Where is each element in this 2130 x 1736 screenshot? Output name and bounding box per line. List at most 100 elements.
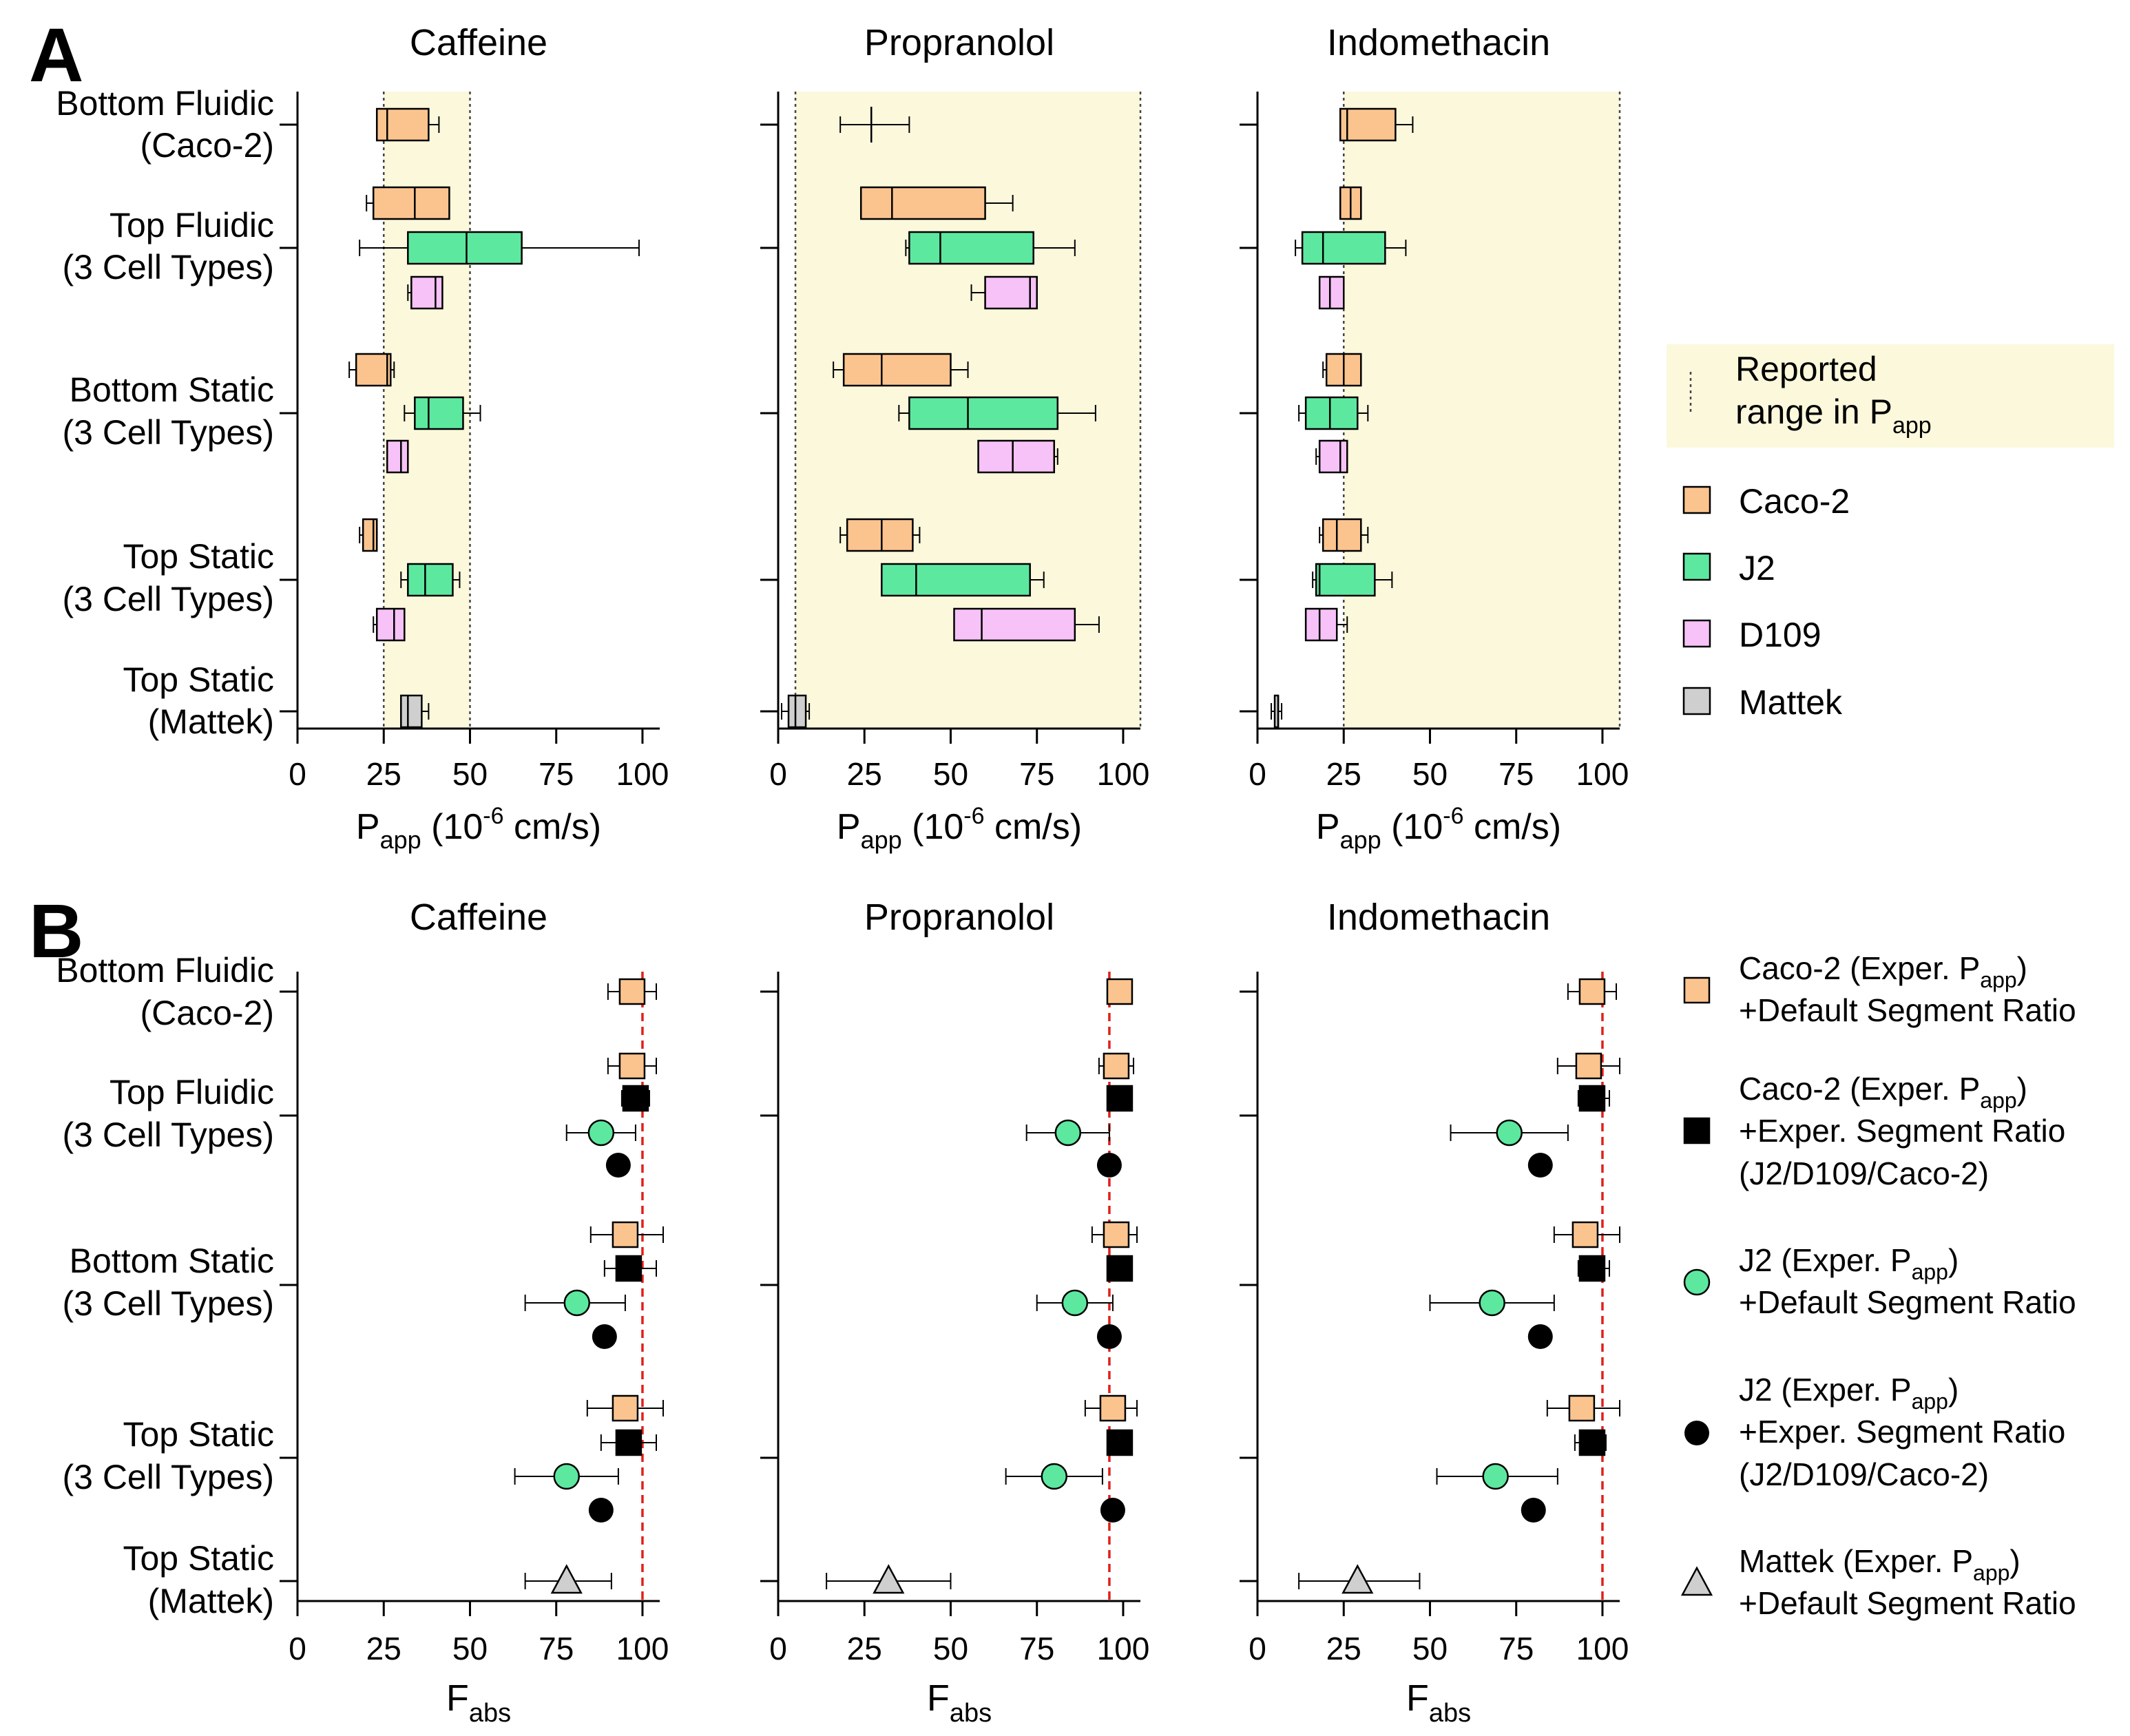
row-label-a: (3 Cell Types) <box>62 413 274 452</box>
marker-caco2-default <box>1578 978 1606 1005</box>
row-label-b: Top Static <box>123 1415 274 1454</box>
marker-j2-default <box>1041 1463 1068 1490</box>
point-caco2_exper <box>1577 1255 1610 1282</box>
axis-label-sub: abs <box>469 1699 511 1728</box>
point-caco2_default <box>1553 1221 1620 1248</box>
x-tick-label: 25 <box>1326 756 1361 792</box>
legend-b-sub: app <box>1973 1560 2009 1585</box>
legend-b-label-j2_exper: (J2/D109/Caco-2) <box>1739 1456 1989 1492</box>
marker-caco2-exper <box>1578 1429 1606 1456</box>
point-j2_exper <box>1527 1324 1553 1349</box>
box-caco2 <box>833 353 969 387</box>
point-caco2_default <box>607 978 657 1005</box>
legend-b-sub: app <box>1980 1088 2016 1113</box>
point-j2_exper <box>1096 1324 1122 1349</box>
row-label-a: Top Static <box>123 660 274 699</box>
legend-swatch-mattek <box>1682 687 1711 715</box>
point-j2_default <box>1005 1463 1103 1490</box>
box-iqr <box>386 439 409 474</box>
box-j2 <box>881 563 1045 597</box>
box-iqr <box>362 518 378 552</box>
marker-j2-exper <box>1527 1153 1553 1178</box>
box-d109 <box>1315 439 1348 474</box>
row-label-a: Bottom Fluidic <box>56 84 274 123</box>
point-mattek_default <box>1298 1564 1421 1594</box>
axis-label-sub: app <box>861 826 902 854</box>
x-tick-label: 0 <box>1249 1631 1266 1666</box>
marker-j2-exper <box>1100 1498 1125 1523</box>
row-label-b: (3 Cell Types) <box>62 1116 274 1154</box>
box-j2 <box>1298 396 1369 430</box>
legend-swatch-caco2 <box>1682 485 1711 514</box>
marker-j2-exper <box>605 1153 631 1178</box>
x-tick-label: 50 <box>1412 1631 1448 1666</box>
legend-swatch-j2 <box>1682 552 1711 581</box>
box-iqr <box>881 563 1031 597</box>
legend-range-sub: app <box>1892 412 1932 439</box>
point-caco2_default <box>607 1052 657 1080</box>
x-tick-label: 25 <box>847 756 882 792</box>
legend-b-sub: app <box>1912 1259 1948 1284</box>
box-iqr <box>1304 607 1338 642</box>
marker-j2-exper <box>1096 1324 1122 1349</box>
marker-caco2-exper <box>615 1255 643 1282</box>
marker-j2-default <box>1054 1119 1082 1147</box>
marker-j2-default <box>1496 1119 1523 1147</box>
marker-mattek-default <box>550 1564 583 1594</box>
plot-title: Indomethacin <box>1327 22 1550 63</box>
panel-a-plot-indomethacin: Indomethacin 0 25 50 75 100 Papp (10-6 cm/s) <box>1240 22 1629 854</box>
marker-j2-default <box>1683 1268 1711 1296</box>
marker-caco2-exper <box>615 1429 643 1456</box>
point-caco2_default <box>1567 978 1617 1005</box>
marker-j2-default <box>563 1289 591 1317</box>
legend-b-end: ) <box>2017 1071 2027 1107</box>
legend-b-label-j2_exper: J2 (Exper. Papp) <box>1739 1372 1959 1414</box>
point-caco2_exper <box>1106 1085 1134 1112</box>
box-iqr <box>859 186 986 220</box>
box-iqr <box>846 518 914 552</box>
legend-range-swatch-bg <box>1667 344 2114 448</box>
plot-title: Caffeine <box>410 22 547 63</box>
point-caco2_default <box>1098 1052 1134 1080</box>
box-iqr <box>953 607 1076 642</box>
x-tick-label: 50 <box>452 756 488 792</box>
x-tick-label: 50 <box>933 756 968 792</box>
legend-b-end: ) <box>1948 1372 1959 1408</box>
panel-b-label: B <box>29 889 83 974</box>
x-tick-label: 75 <box>1019 1631 1054 1666</box>
point-caco2_default <box>1091 1221 1138 1248</box>
marker-caco2-default <box>1568 1394 1596 1422</box>
marker-caco2-exper <box>1106 1429 1134 1456</box>
axis-label-main: F <box>1406 1677 1429 1719</box>
x-axis-label: Fabs <box>446 1677 511 1728</box>
marker-caco2-default <box>612 1221 639 1248</box>
x-tick-label: 50 <box>452 1631 488 1666</box>
x-tick-label: 50 <box>1412 756 1448 792</box>
axis-label-unit: cm/s) <box>985 807 1083 847</box>
panel-b-plot-propranolol: Propranolol 0 25 50 75 100 Fabs <box>760 897 1149 1728</box>
box-mattek <box>1271 694 1283 729</box>
box-iqr <box>908 396 1059 430</box>
row-label-a: (3 Cell Types) <box>62 248 274 286</box>
marker-caco2-default <box>1572 1221 1599 1248</box>
axis-label-main: P <box>1316 807 1340 847</box>
legend-b-label-j2_exper: +Exper. Segment Ratio <box>1739 1414 2065 1450</box>
legend-b-sub: app <box>1980 968 2016 992</box>
legend-label-mattek: Mattek <box>1739 683 1843 722</box>
marker-caco2-default <box>612 1394 639 1422</box>
x-tick-label: 0 <box>289 1631 306 1666</box>
marker-caco2-exper <box>1578 1255 1606 1282</box>
box-iqr <box>1339 107 1397 142</box>
legend-b-end: ) <box>2017 950 2027 986</box>
box-iqr <box>372 186 450 220</box>
box-d109 <box>373 607 406 642</box>
legend-b-label-j2_default: J2 (Exper. Papp) <box>1739 1242 1959 1284</box>
box-iqr <box>984 275 1038 310</box>
point-j2_exper <box>592 1324 617 1349</box>
panel-a-plot-propranolol: Propranolol 0 25 50 75 100 Papp (10-6 cm/s) <box>760 22 1149 854</box>
box-d109 <box>953 607 1100 642</box>
legend-b-label-caco2_default: +Default Segment Ratio <box>1739 992 2076 1028</box>
row-label-b: (Mattek) <box>148 1582 274 1620</box>
legend-b-label-caco2_exper: Caco-2 (Exper. Papp) <box>1739 1071 2027 1113</box>
point-j2_exper <box>588 1498 614 1523</box>
